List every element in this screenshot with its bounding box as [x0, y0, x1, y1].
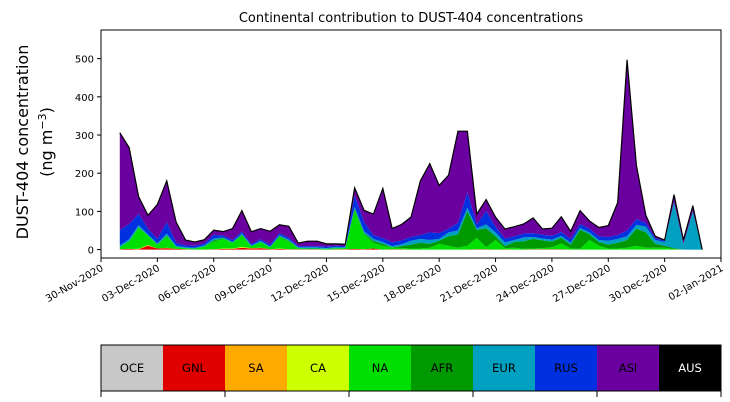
y-tick-label: 300 — [75, 131, 94, 142]
total-outline — [119, 59, 703, 250]
y-tick-label: 500 — [75, 55, 94, 66]
legend-swatch-ca — [287, 345, 350, 391]
y-axis: 0 100 200 300 400 500 — [75, 55, 101, 257]
legend-label-gnl: GNL — [182, 361, 207, 375]
x-tick-label: 15-Dec-2020 — [326, 263, 388, 305]
legend-label-ca: CA — [310, 361, 326, 375]
x-tick-label: 27-Dec-2020 — [551, 263, 613, 305]
chart-title: Continental contribution to DUST-404 con… — [239, 11, 584, 26]
area-series-eur — [119, 202, 703, 250]
legend-colorbar: OCE GNL SA CA NA AFR EUR RUS ASI AUS — [100, 344, 722, 397]
y-tick-label: 0 — [88, 246, 94, 257]
stacked-areas — [119, 59, 703, 250]
legend-swatch-oce — [101, 345, 164, 391]
y-tick-label: 200 — [75, 169, 94, 180]
legend-label-oce: OCE — [120, 361, 144, 375]
legend-frame — [100, 344, 722, 392]
area-series-afr — [119, 208, 703, 250]
y-axis-label: DUST-404 concentration (ng m−3) — [13, 45, 56, 240]
area-series-rus — [119, 192, 703, 250]
y-tick-label: 100 — [75, 207, 94, 218]
x-tick-label: 06-Dec-2020 — [157, 263, 219, 305]
x-tick-label: 12-Dec-2020 — [269, 263, 331, 305]
legend-swatch-afr — [411, 345, 474, 391]
legend-swatch-na — [349, 345, 412, 391]
legend-label-asi: ASI — [619, 361, 638, 375]
area-series-asi — [119, 59, 703, 250]
area-series-gnl — [119, 245, 703, 250]
legend-swatch-sa — [225, 345, 288, 391]
y-axis-label-line1: DUST-404 concentration — [13, 45, 32, 240]
x-tick-label: 09-Dec-2020 — [213, 263, 275, 305]
legend-swatch-asi — [597, 345, 660, 391]
legend-label-eur: EUR — [492, 361, 516, 375]
y-tick-label: 400 — [75, 93, 94, 104]
legend-label-rus: RUS — [554, 361, 578, 375]
legend-label-afr: AFR — [431, 361, 453, 375]
x-tick-label: 30-Nov-2020 — [44, 263, 105, 305]
x-tick-label: 24-Dec-2020 — [495, 263, 557, 305]
x-tick-label: 02-Jan-2021 — [667, 263, 726, 303]
legend-swatch-eur — [473, 345, 536, 391]
plot-frame — [100, 29, 722, 259]
y-axis-label-line2: (ng m−3) — [36, 107, 56, 177]
x-tick-label: 21-Dec-2020 — [438, 263, 500, 305]
legend-swatch-gnl — [163, 345, 226, 391]
x-tick-label: 03-Dec-2020 — [100, 263, 162, 305]
x-tick-label: 18-Dec-2020 — [382, 263, 444, 305]
legend-label-na: NA — [372, 361, 389, 375]
legend-swatch-aus — [659, 345, 722, 391]
legend-label-aus: AUS — [678, 361, 702, 375]
x-tick-label: 30-Dec-2020 — [608, 263, 670, 305]
x-axis: 30-Nov-202003-Dec-202006-Dec-202009-Dec-… — [44, 258, 726, 305]
legend-label-sa: SA — [248, 361, 264, 375]
legend-swatch-rus — [535, 345, 598, 391]
